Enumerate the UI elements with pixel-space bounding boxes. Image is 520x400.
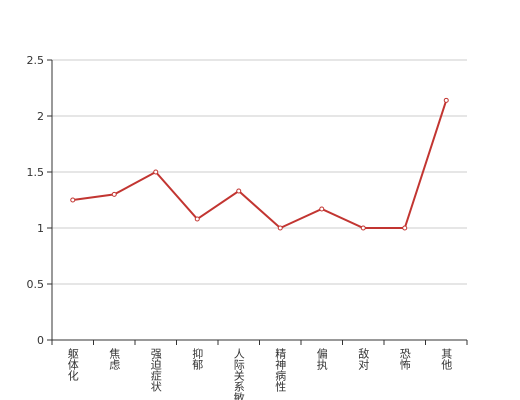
point bbox=[443, 97, 449, 103]
x-tick-label: 人际关系敏感 bbox=[232, 348, 245, 400]
point bbox=[111, 191, 117, 197]
point bbox=[70, 197, 76, 203]
y-tick-label: 2.5 bbox=[27, 54, 45, 67]
x-tick-label: 恐怖 bbox=[398, 348, 411, 370]
y-tick-label: 0.5 bbox=[27, 278, 45, 291]
point bbox=[360, 225, 366, 231]
y-tick-label: 1.5 bbox=[27, 166, 45, 179]
x-tick-label: 抑郁 bbox=[191, 347, 204, 370]
x-tick-label: 敌对 bbox=[357, 347, 370, 370]
x-tick-label: 强迫症状 bbox=[149, 348, 162, 392]
x-tick-label: 焦虑 bbox=[108, 348, 121, 370]
point bbox=[319, 206, 325, 212]
y-tick-label: 2 bbox=[37, 110, 44, 123]
x-tick-label: 偏执 bbox=[315, 347, 328, 371]
x-tick-label: 精神病性 bbox=[274, 348, 287, 393]
point bbox=[277, 225, 283, 231]
y-tick-label: 0 bbox=[37, 334, 44, 347]
point bbox=[402, 225, 408, 231]
point bbox=[194, 216, 200, 222]
y-tick-label: 1 bbox=[37, 222, 44, 235]
line bbox=[72, 100, 448, 230]
x-tick-label: 躯体化 bbox=[66, 348, 79, 382]
point bbox=[236, 188, 242, 194]
point bbox=[153, 169, 159, 175]
x-tick-label: 其他 bbox=[440, 348, 453, 370]
